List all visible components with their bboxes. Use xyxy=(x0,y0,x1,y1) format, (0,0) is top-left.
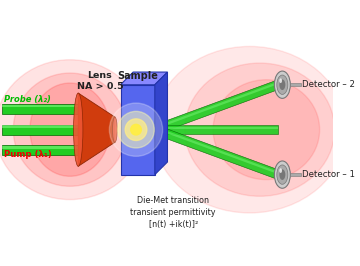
Polygon shape xyxy=(2,146,78,149)
Polygon shape xyxy=(154,125,280,179)
Ellipse shape xyxy=(277,165,288,184)
Ellipse shape xyxy=(274,71,290,98)
Polygon shape xyxy=(2,105,78,107)
Text: Lens
NA > 0.5: Lens NA > 0.5 xyxy=(77,71,123,91)
Ellipse shape xyxy=(153,47,346,213)
Ellipse shape xyxy=(30,83,110,176)
Text: Probe (λ₂): Probe (λ₂) xyxy=(4,95,51,104)
Polygon shape xyxy=(121,72,167,85)
Ellipse shape xyxy=(279,169,285,180)
Ellipse shape xyxy=(213,80,320,180)
Text: Pump (λ₁): Pump (λ₁) xyxy=(4,150,52,159)
Polygon shape xyxy=(78,93,115,166)
Ellipse shape xyxy=(274,161,290,188)
Text: Sample: Sample xyxy=(117,71,158,81)
Ellipse shape xyxy=(109,103,163,156)
FancyBboxPatch shape xyxy=(121,85,155,174)
Ellipse shape xyxy=(0,60,145,200)
Polygon shape xyxy=(156,127,279,174)
Text: Detector – 2: Detector – 2 xyxy=(302,80,355,89)
Polygon shape xyxy=(154,82,278,129)
Polygon shape xyxy=(156,125,278,134)
Ellipse shape xyxy=(125,119,147,140)
Ellipse shape xyxy=(113,117,117,142)
Ellipse shape xyxy=(279,78,282,83)
Text: Die-Met transition
transient permittivity
[n(t) +ik(t)]²: Die-Met transition transient permittivit… xyxy=(130,196,216,229)
Polygon shape xyxy=(2,145,78,155)
Polygon shape xyxy=(2,125,78,128)
Polygon shape xyxy=(155,72,167,174)
Polygon shape xyxy=(290,173,301,176)
Ellipse shape xyxy=(279,79,285,90)
Text: Detector – 1: Detector – 1 xyxy=(302,170,355,179)
Ellipse shape xyxy=(131,124,141,135)
Polygon shape xyxy=(156,127,278,129)
Polygon shape xyxy=(290,83,301,86)
Ellipse shape xyxy=(277,75,288,94)
Ellipse shape xyxy=(118,111,154,148)
Ellipse shape xyxy=(13,73,126,186)
Polygon shape xyxy=(2,124,78,135)
Polygon shape xyxy=(2,104,78,114)
Ellipse shape xyxy=(73,93,83,166)
Ellipse shape xyxy=(279,168,282,173)
Ellipse shape xyxy=(185,63,334,196)
Polygon shape xyxy=(154,80,280,134)
